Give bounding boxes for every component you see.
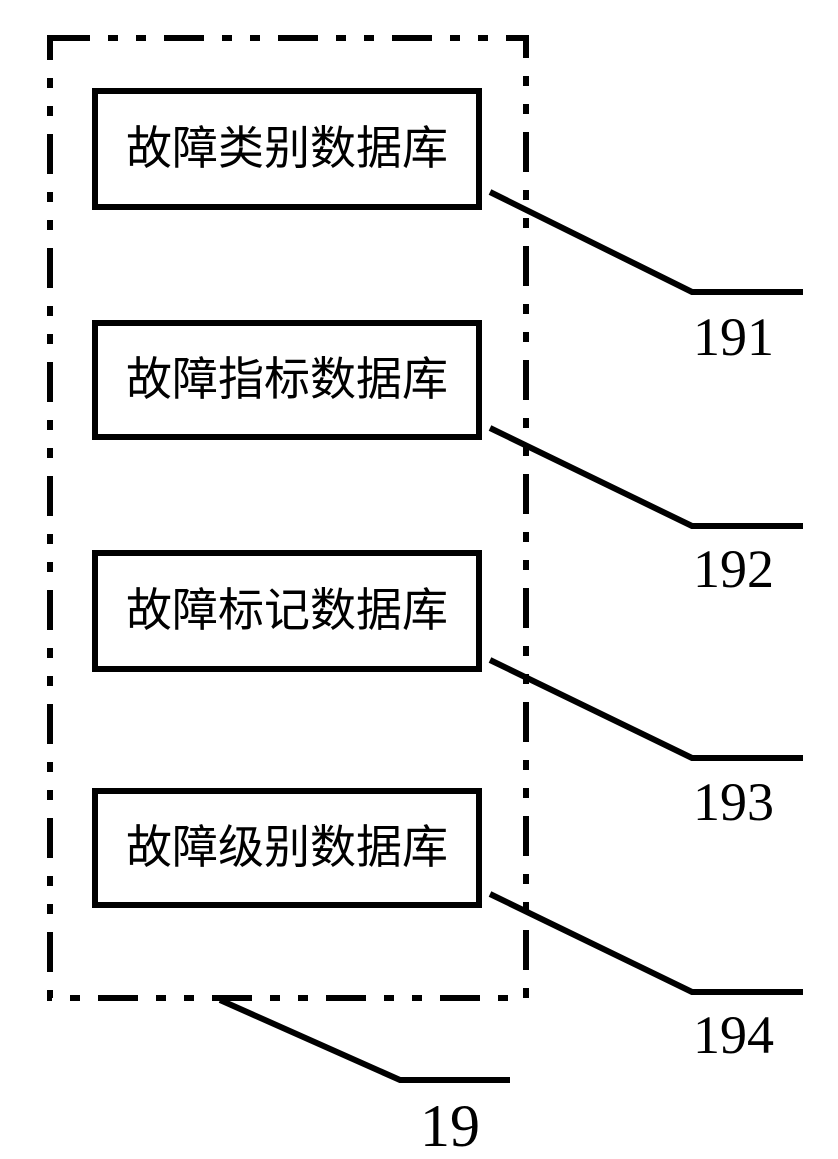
- id-label: 194: [693, 1008, 774, 1062]
- box-label: 故障指标数据库: [126, 357, 448, 403]
- box-label: 故障级别数据库: [126, 825, 448, 871]
- diagram-canvas: 故障类别数据库 故障指标数据库 故障标记数据库 故障级别数据库 191 192 …: [0, 0, 838, 1121]
- box-indicator: 故障指标数据库: [92, 320, 482, 440]
- box-label: 故障类别数据库: [126, 126, 448, 172]
- id-label: 191: [693, 310, 774, 364]
- box-level: 故障级别数据库: [92, 788, 482, 908]
- container-id-label: 19: [420, 1096, 480, 1156]
- box-marker: 故障标记数据库: [92, 550, 482, 672]
- box-label: 故障标记数据库: [126, 588, 448, 634]
- box-category: 故障类别数据库: [92, 88, 482, 210]
- id-label: 192: [693, 542, 774, 596]
- id-label: 193: [693, 775, 774, 829]
